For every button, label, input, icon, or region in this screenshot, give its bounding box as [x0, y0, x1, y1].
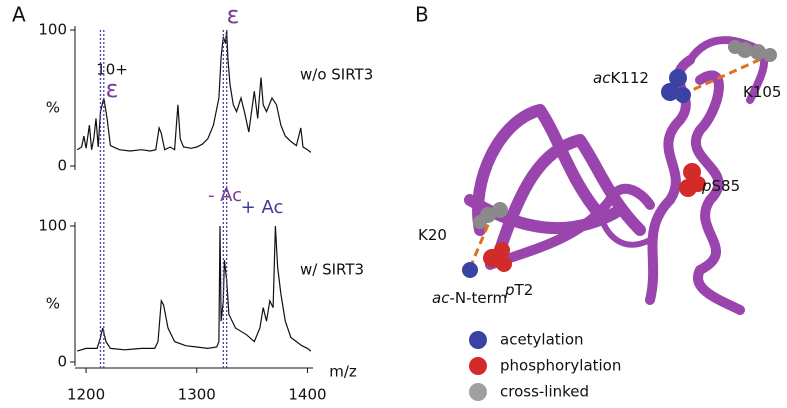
- x-tick-label: 1300: [178, 386, 216, 404]
- blue-atoms: [462, 69, 691, 278]
- residue-label: K105: [743, 83, 781, 101]
- legend-swatch: [469, 357, 487, 375]
- panel-label: B: [415, 3, 429, 27]
- annotation: - Ac: [208, 185, 242, 206]
- y-axis-label: %: [46, 295, 60, 313]
- residue-label: K20: [418, 226, 447, 244]
- residue-label-part: K20: [418, 226, 447, 244]
- residue-label-part: K105: [743, 83, 781, 101]
- ribbon: [690, 70, 745, 315]
- annotation: w/ SIRT3: [300, 261, 364, 279]
- red-atoms: [483, 163, 706, 272]
- legend-label: acetylation: [500, 331, 584, 349]
- legend-label: phosphorylation: [500, 357, 621, 375]
- ribbon: [597, 212, 653, 248]
- spectrum-line: [76, 29, 312, 153]
- residue-label-part: ac: [593, 69, 611, 87]
- legend-label: cross-linked: [500, 383, 589, 401]
- y-tick-label: 100: [38, 217, 67, 235]
- ribbon: [485, 183, 655, 270]
- residue-label: ac-N-term: [432, 289, 507, 307]
- residue-label-part: -N-term: [449, 289, 507, 307]
- residue-label-part: ac: [432, 289, 450, 307]
- residue-label: acK112: [593, 69, 649, 87]
- annotation: ε: [227, 1, 240, 29]
- annotation: + Ac: [241, 197, 284, 218]
- annotation: w/o SIRT3: [300, 66, 373, 84]
- residue-label-part: p: [504, 281, 515, 299]
- residue-label-part: T2: [514, 281, 534, 299]
- x-axis-label: m/z: [329, 363, 357, 381]
- y-tick-label: 100: [38, 21, 67, 39]
- residue-label-part: p: [701, 177, 712, 195]
- crosslink: [468, 219, 492, 269]
- residue-label-part: K112: [610, 69, 648, 87]
- x-tick-label: 1200: [67, 386, 105, 404]
- panel-label: A: [12, 3, 26, 27]
- annotation: ε: [106, 75, 119, 103]
- gray-atoms: [473, 40, 777, 229]
- spectrum-line: [77, 225, 312, 352]
- x-tick-label: 1400: [288, 386, 326, 404]
- y-tick-label: 0: [57, 157, 67, 175]
- residue-label: pT2: [504, 281, 533, 299]
- residue-label-part: S85: [712, 177, 741, 195]
- residue-label: pS85: [701, 177, 740, 195]
- legend-swatch: [469, 383, 487, 401]
- y-tick-label: 0: [57, 353, 67, 371]
- legend-swatch: [469, 331, 487, 349]
- ribbon: [472, 104, 606, 236]
- protein-structure: [462, 36, 777, 315]
- y-axis-label: %: [46, 99, 60, 117]
